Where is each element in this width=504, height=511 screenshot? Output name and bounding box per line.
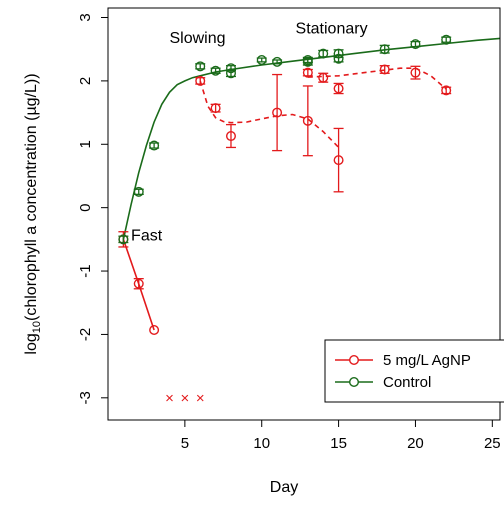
- data-point-control: [118, 234, 129, 245]
- data-point-agnp: [441, 85, 452, 96]
- y-tick-label: 2: [77, 77, 94, 85]
- x-tick-label: 10: [253, 435, 270, 452]
- data-point-agnp: [302, 67, 313, 78]
- x-tick-label: 5: [181, 435, 189, 452]
- phase-annotation: Stationary: [296, 20, 368, 37]
- data-point-agnp: [149, 324, 160, 335]
- fit-dashed-line-agnp-2: [307, 67, 447, 90]
- cross-marker-agnp: ×: [165, 390, 174, 407]
- y-tick-label: 3: [77, 13, 94, 21]
- below-detection-markers: × × ×: [165, 390, 205, 407]
- cross-marker-agnp: ×: [180, 390, 189, 407]
- data-point-agnp: [410, 67, 421, 78]
- y-tick-label: 1: [77, 140, 94, 148]
- legend-label-agnp: 5 mg/L AgNP: [383, 352, 471, 369]
- data-point-agnp: [210, 103, 221, 114]
- data-point-control: [210, 65, 221, 76]
- data-point-control: [441, 34, 452, 45]
- x-tick-label: 20: [407, 435, 424, 452]
- data-points: [118, 34, 452, 335]
- y-axis-label-subscript: 10: [31, 321, 43, 333]
- phase-annotation: Slowing: [169, 30, 225, 47]
- fit-line-control: [122, 37, 501, 240]
- fit-curves: [122, 37, 501, 331]
- x-tick-label: 25: [484, 435, 501, 452]
- data-point-control: [302, 54, 313, 65]
- data-point-control: [225, 68, 236, 79]
- data-point-control: [133, 186, 144, 197]
- data-point-agnp: [302, 115, 313, 126]
- data-point-control: [272, 56, 283, 67]
- error-bars: [118, 36, 452, 290]
- data-point-agnp: [333, 83, 344, 94]
- data-point-agnp: [133, 278, 144, 289]
- data-point-control: [410, 39, 421, 50]
- data-point-control: [149, 140, 160, 151]
- data-point-control: [333, 53, 344, 64]
- fit-dashed-line-agnp: [199, 80, 340, 148]
- data-point-agnp: [195, 75, 206, 86]
- y-tick-label: -2: [77, 328, 94, 341]
- y-axis-label-prefix: log: [23, 333, 40, 354]
- cross-marker-agnp: ×: [196, 390, 205, 407]
- data-point-control: [225, 63, 236, 74]
- y-tick-label: 0: [77, 203, 94, 211]
- plot-frame: [107, 7, 501, 421]
- axes: 5 10 15 20 25-3-2-10123Daylog10(chlorophyll …: [23, 7, 501, 496]
- data-point-agnp: [318, 72, 329, 83]
- legend-marker-control: [349, 377, 360, 388]
- x-axis-label: Day: [270, 479, 298, 496]
- data-point-control: [333, 48, 344, 59]
- legend-label-control: Control: [383, 374, 431, 391]
- data-point-agnp: [379, 64, 390, 75]
- data-point-agnp: [333, 155, 344, 166]
- phase-annotations: Fast Slowing Stationary: [131, 20, 368, 244]
- y-axis-label-suffix: (chlorophyll a concentration (µg/L)): [23, 73, 40, 321]
- data-point-control: [318, 48, 329, 59]
- x-tick-label: 15: [330, 435, 347, 452]
- legend-box: [324, 339, 504, 403]
- phase-annotation: Fast: [131, 228, 163, 245]
- y-axis-label: log10(chlorophyll a concentration (µg/L)…: [23, 73, 43, 354]
- legend: 5 mg/L AgNP Control: [324, 339, 504, 403]
- legend-marker-agnp: [349, 355, 360, 366]
- data-point-control: [256, 54, 267, 65]
- data-point-agnp: [272, 107, 283, 118]
- data-point-agnp: [225, 131, 236, 142]
- data-point-control: [195, 61, 206, 72]
- y-tick-label: -1: [77, 264, 94, 277]
- data-point-control: [379, 44, 390, 55]
- y-tick-label: -3: [77, 391, 94, 404]
